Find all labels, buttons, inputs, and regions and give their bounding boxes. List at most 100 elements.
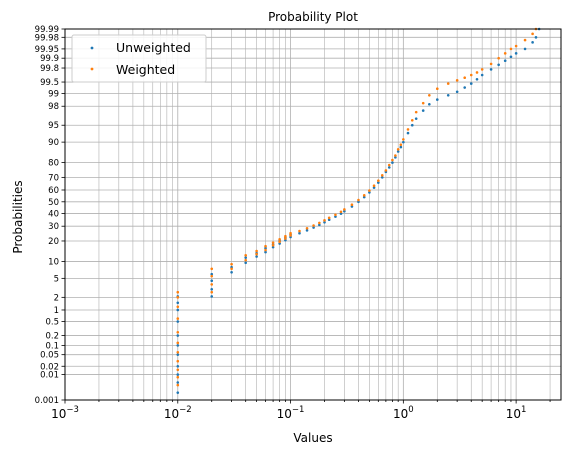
point-weighted xyxy=(463,76,467,80)
point-weighted xyxy=(377,179,380,182)
point-unweighted xyxy=(489,68,493,71)
point-unweighted xyxy=(176,320,180,323)
point-weighted xyxy=(176,359,180,363)
y-tick-label: 0.05 xyxy=(40,351,59,361)
y-tick-label: 99.5 xyxy=(40,78,59,88)
point-weighted xyxy=(278,240,281,244)
point-weighted xyxy=(455,79,459,82)
point-unweighted xyxy=(210,288,214,291)
point-weighted xyxy=(210,267,214,271)
point-weighted xyxy=(489,62,493,66)
point-weighted xyxy=(380,174,384,177)
y-tick-label: 0.02 xyxy=(40,362,59,372)
point-unweighted xyxy=(176,353,180,356)
point-weighted xyxy=(210,283,214,286)
x-axis-label: Values xyxy=(293,431,332,445)
point-weighted xyxy=(514,44,518,48)
point-unweighted xyxy=(176,301,180,305)
y-tick-label: 99.95 xyxy=(35,45,59,55)
data-points xyxy=(176,27,541,394)
point-unweighted xyxy=(455,90,459,94)
x-tick-label: 101 xyxy=(506,405,527,421)
point-weighted xyxy=(334,213,337,217)
point-unweighted xyxy=(176,334,180,337)
y-tick-label: 20 xyxy=(48,237,59,247)
point-weighted xyxy=(523,38,527,42)
y-tick-label: 5 xyxy=(54,274,59,284)
point-unweighted xyxy=(380,176,384,179)
point-unweighted xyxy=(271,245,275,249)
point-unweighted xyxy=(463,86,467,89)
y-tick-label: 60 xyxy=(48,186,59,196)
point-weighted xyxy=(312,224,315,227)
point-weighted xyxy=(264,248,267,252)
y-tick-label: 70 xyxy=(48,173,59,183)
point-weighted xyxy=(210,274,214,278)
point-weighted xyxy=(362,194,366,197)
point-unweighted xyxy=(497,63,500,67)
point-unweighted xyxy=(210,272,214,276)
point-unweighted xyxy=(298,231,301,235)
point-unweighted xyxy=(406,131,410,135)
point-weighted xyxy=(176,368,180,372)
y-tick-label: 0.1 xyxy=(45,341,59,351)
point-weighted xyxy=(402,138,405,141)
point-weighted xyxy=(391,158,394,162)
point-weighted xyxy=(305,226,309,230)
point-weighted xyxy=(327,216,331,220)
y-tick-label: 99.99 xyxy=(35,25,59,35)
point-unweighted xyxy=(475,77,479,81)
y-tick-label: 80 xyxy=(48,159,59,169)
point-weighted xyxy=(428,93,431,97)
point-weighted xyxy=(176,383,180,387)
y-tick-label: 0.2 xyxy=(45,332,59,342)
point-unweighted xyxy=(244,256,247,259)
point-weighted xyxy=(384,169,388,172)
legend-box xyxy=(71,34,207,83)
legend: Unweighted Weighted xyxy=(71,34,207,83)
x-tick-label: 10−3 xyxy=(51,405,79,421)
point-unweighted xyxy=(531,41,534,44)
point-weighted xyxy=(368,189,371,192)
point-unweighted xyxy=(523,47,527,51)
point-weighted xyxy=(394,154,397,157)
point-weighted xyxy=(271,244,275,247)
point-weighted xyxy=(446,82,450,85)
point-unweighted xyxy=(318,223,321,227)
point-unweighted xyxy=(176,344,180,347)
point-weighted xyxy=(176,375,180,379)
point-unweighted xyxy=(421,109,425,112)
point-weighted xyxy=(339,210,343,214)
legend-label-unweighted: Unweighted xyxy=(116,40,191,55)
point-weighted xyxy=(298,229,301,233)
x-tick-label: 100 xyxy=(393,405,414,421)
legend-marker-unweighted xyxy=(90,46,94,50)
point-weighted xyxy=(210,290,214,294)
y-tick-label: 40 xyxy=(48,210,59,220)
point-weighted xyxy=(399,143,403,146)
x-axis-ticks: 10−3 10−2 10−1 100 101 xyxy=(51,400,551,421)
point-weighted xyxy=(289,231,292,235)
point-weighted xyxy=(509,47,513,51)
point-unweighted xyxy=(377,181,380,184)
point-unweighted xyxy=(372,186,376,189)
point-unweighted xyxy=(469,82,473,85)
point-unweighted xyxy=(368,191,371,194)
point-weighted xyxy=(176,305,180,309)
y-axis-label: Probabilities xyxy=(11,180,25,253)
y-tick-label: 98 xyxy=(48,102,59,112)
point-weighted xyxy=(396,148,400,151)
x-tick-label: 10−2 xyxy=(164,405,192,421)
point-unweighted xyxy=(176,391,180,394)
point-unweighted xyxy=(446,93,450,97)
point-weighted xyxy=(271,241,275,244)
point-weighted xyxy=(230,267,233,271)
point-weighted xyxy=(244,254,247,257)
point-unweighted xyxy=(410,123,414,127)
point-unweighted xyxy=(399,145,403,149)
point-unweighted xyxy=(396,150,400,153)
point-weighted xyxy=(469,73,473,77)
point-weighted xyxy=(176,296,180,299)
point-weighted xyxy=(264,244,267,248)
y-axis-ticks: 0.001 0.010.020.050.10.2 0.5 1 2 5 10 20 30 40 50 6… xyxy=(35,25,65,406)
